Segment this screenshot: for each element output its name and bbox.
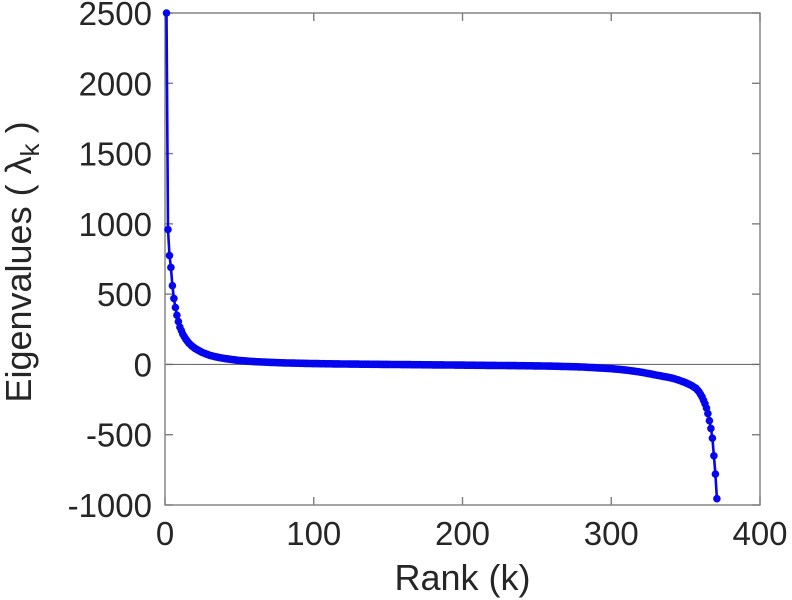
data-point-marker xyxy=(705,416,714,425)
data-point-marker xyxy=(164,225,172,234)
y-tick-label: -1000 xyxy=(68,487,152,524)
data-point-marker xyxy=(171,303,180,312)
data-point-marker xyxy=(708,434,717,443)
y-tick-label: 2500 xyxy=(79,0,152,32)
data-point-marker xyxy=(711,470,720,478)
data-point-marker xyxy=(173,311,181,320)
y-tick-label: 2000 xyxy=(79,65,152,102)
data-point-marker xyxy=(168,281,177,290)
plot-border xyxy=(164,12,761,506)
x-axis-title: Rank (k) xyxy=(394,557,530,598)
x-tick-labels: 0 100 200 300 400 xyxy=(156,515,788,552)
axis-ticks xyxy=(164,12,761,506)
y-tick-label: -500 xyxy=(86,417,152,454)
eigenvalue-line xyxy=(165,11,719,501)
x-tick-label: 400 xyxy=(732,515,787,552)
x-tick-label: 0 xyxy=(156,515,174,552)
y-axis-title: Eigenvalues ( λk ) xyxy=(0,121,45,402)
y-tick-label: 0 xyxy=(134,346,152,383)
x-tick-label: 300 xyxy=(584,515,639,552)
data-point-marker xyxy=(162,9,171,17)
y-tick-label: 500 xyxy=(97,276,152,313)
data-point-marker xyxy=(707,424,715,433)
y-tick-label: 1000 xyxy=(79,206,152,243)
eigenvalue-curve xyxy=(162,9,721,503)
data-point-marker xyxy=(713,494,721,503)
data-point-marker xyxy=(704,409,712,418)
data-point-marker xyxy=(710,452,718,460)
x-tick-label: 200 xyxy=(435,515,490,552)
data-point-marker xyxy=(167,263,175,272)
data-point-marker xyxy=(170,294,178,303)
data-point-marker xyxy=(165,251,174,260)
y-tick-labels: -1000 -500 0 500 1000 1500 2000 2500 xyxy=(68,0,152,524)
y-tick-label: 1500 xyxy=(79,136,152,173)
x-tick-label: 100 xyxy=(286,515,341,552)
